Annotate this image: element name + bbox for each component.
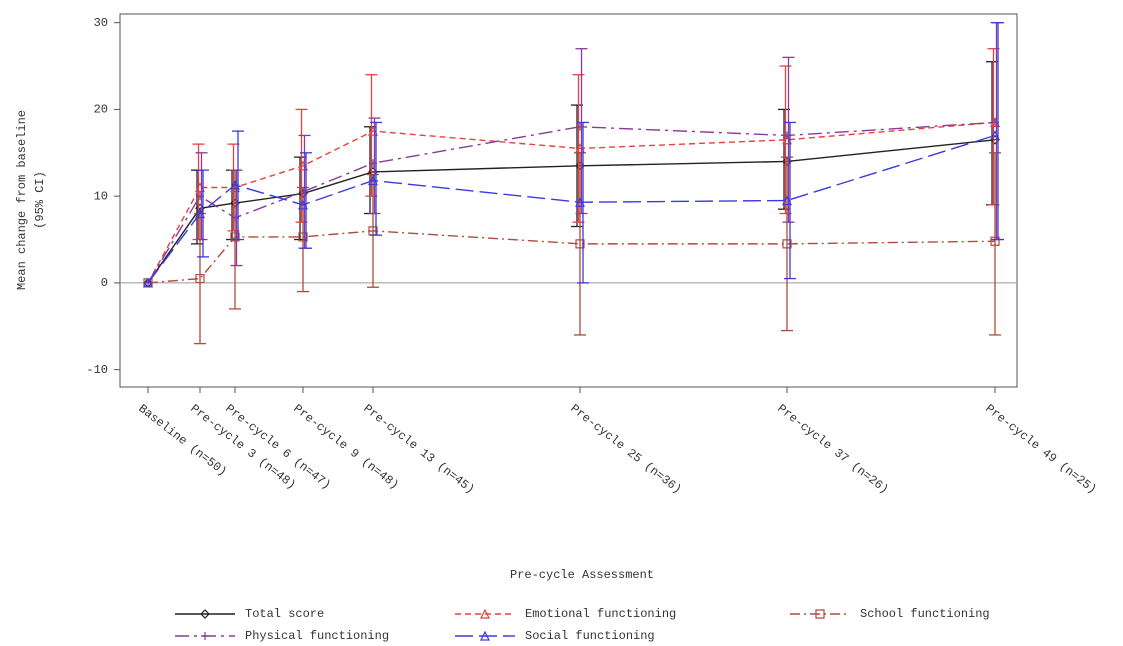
series-line (147, 139, 996, 284)
legend-label: Emotional functioning (525, 607, 676, 621)
point-marker (200, 609, 210, 619)
legend-label: Total score (245, 607, 324, 621)
point-marker (990, 130, 1000, 141)
plot-frame (119, 13, 1018, 388)
y-tick-label: -10 (86, 363, 108, 377)
series-line (147, 134, 996, 284)
legend-label: Physical functioning (245, 629, 389, 643)
x-tick-label: Pre-cycle 13 (n=45) (361, 402, 477, 497)
series-line (147, 230, 996, 284)
x-tick-label: Pre-cycle 49 (n=25) (983, 402, 1099, 497)
point-marker (195, 208, 205, 219)
y-tick-label: 30 (94, 16, 108, 30)
point-marker (480, 608, 490, 619)
point-marker (143, 277, 153, 288)
point-marker (480, 630, 490, 641)
point-marker (782, 195, 792, 206)
point-marker (368, 175, 378, 186)
point-marker (575, 196, 585, 207)
y-axis-label: (95% CI) (33, 171, 47, 229)
y-tick-label: 20 (94, 103, 108, 117)
point-marker (230, 179, 240, 190)
x-tick-label: Pre-cycle 37 (n=26) (775, 402, 891, 497)
y-axis-label: Mean change from baseline (15, 110, 29, 290)
legend-label: Social functioning (525, 629, 655, 643)
point-marker (201, 632, 209, 640)
point-marker (575, 239, 585, 249)
y-tick-label: 0 (101, 276, 108, 290)
point-marker (195, 273, 205, 284)
legend-label: School functioning (860, 607, 990, 621)
point-marker (298, 199, 308, 210)
y-tick-label: 10 (94, 189, 108, 203)
series-line (147, 121, 996, 284)
series-line (147, 121, 996, 284)
point-marker (815, 609, 825, 619)
x-axis-label: Pre-cycle Assessment (510, 568, 654, 582)
point-marker (782, 239, 792, 249)
x-tick-label: Baseline (n=50) (136, 402, 230, 480)
x-tick-label: Pre-cycle 25 (n=36) (568, 402, 684, 497)
